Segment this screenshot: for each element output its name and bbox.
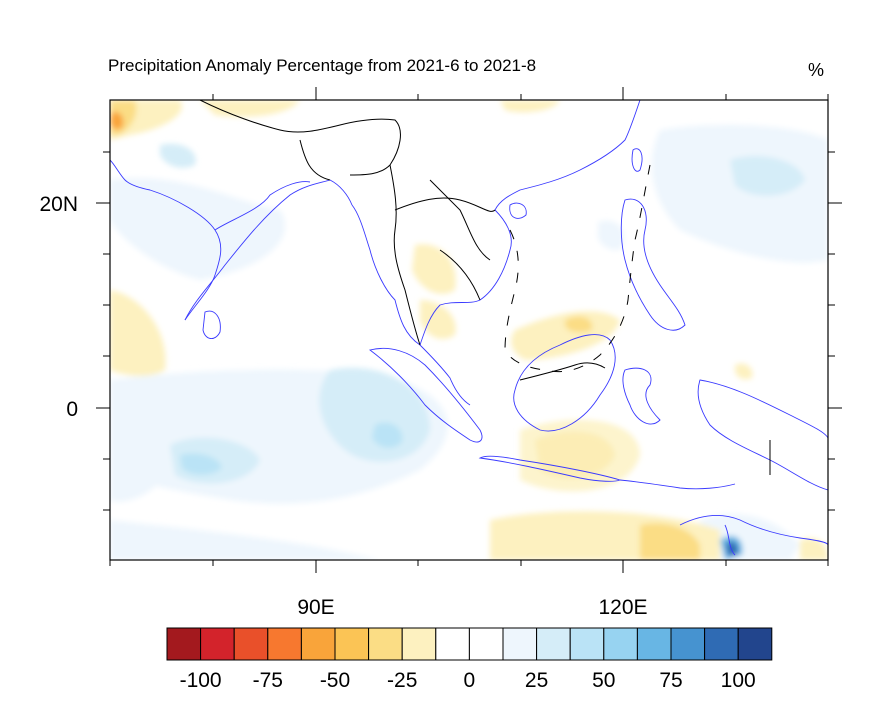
colorbar-label: 50 <box>592 669 615 692</box>
colorbar-label: -25 <box>387 669 417 692</box>
colorbar-label: 100 <box>721 669 756 692</box>
units-label: % <box>808 60 825 80</box>
plot-title: Precipitation Anomaly Percentage from 20… <box>108 56 537 75</box>
colorbar-box <box>200 627 235 661</box>
colorbar-box <box>368 627 403 661</box>
colorbar-label: 0 <box>464 669 476 692</box>
colorbar-box <box>166 627 202 661</box>
map-plot-area <box>110 100 828 560</box>
colorbar-label: -75 <box>253 669 283 692</box>
colorbar-label: -50 <box>320 669 350 692</box>
colorbar-box <box>569 627 605 661</box>
sea-boundary-dashes <box>504 164 651 373</box>
colorbar-box <box>636 627 672 661</box>
lon-label-90e: 90E <box>297 596 334 619</box>
lat-label-0: 0 <box>66 398 78 421</box>
colorbar-box <box>704 627 739 661</box>
country-borders <box>199 100 771 475</box>
colorbar-box <box>401 627 437 661</box>
colorbar-box <box>603 627 638 661</box>
axis-ticks <box>96 87 842 573</box>
colorbar-box <box>468 627 504 661</box>
colorbar-box <box>300 627 336 661</box>
colorbar-box <box>334 627 370 661</box>
lon-label-120e: 120E <box>598 596 647 619</box>
colorbar-box <box>502 627 538 661</box>
colorbar-box <box>233 627 269 661</box>
plot-frame <box>109 99 829 561</box>
lat-label-20n: 20N <box>39 193 78 216</box>
colorbar-box <box>435 627 470 661</box>
colorbar-box <box>737 627 773 661</box>
colorbar-box <box>536 627 571 661</box>
colorbar-box <box>670 627 706 661</box>
coastlines <box>110 100 828 556</box>
anomaly-fields <box>110 100 828 560</box>
colorbar-label: 25 <box>525 669 548 692</box>
colorbar-label: -100 <box>180 669 222 692</box>
colorbar-label: 75 <box>659 669 682 692</box>
colorbar-labels: -100 -75 -50 -25 0 25 50 75 100 <box>180 669 756 692</box>
colorbar <box>166 627 773 661</box>
colorbar-box <box>267 627 302 661</box>
